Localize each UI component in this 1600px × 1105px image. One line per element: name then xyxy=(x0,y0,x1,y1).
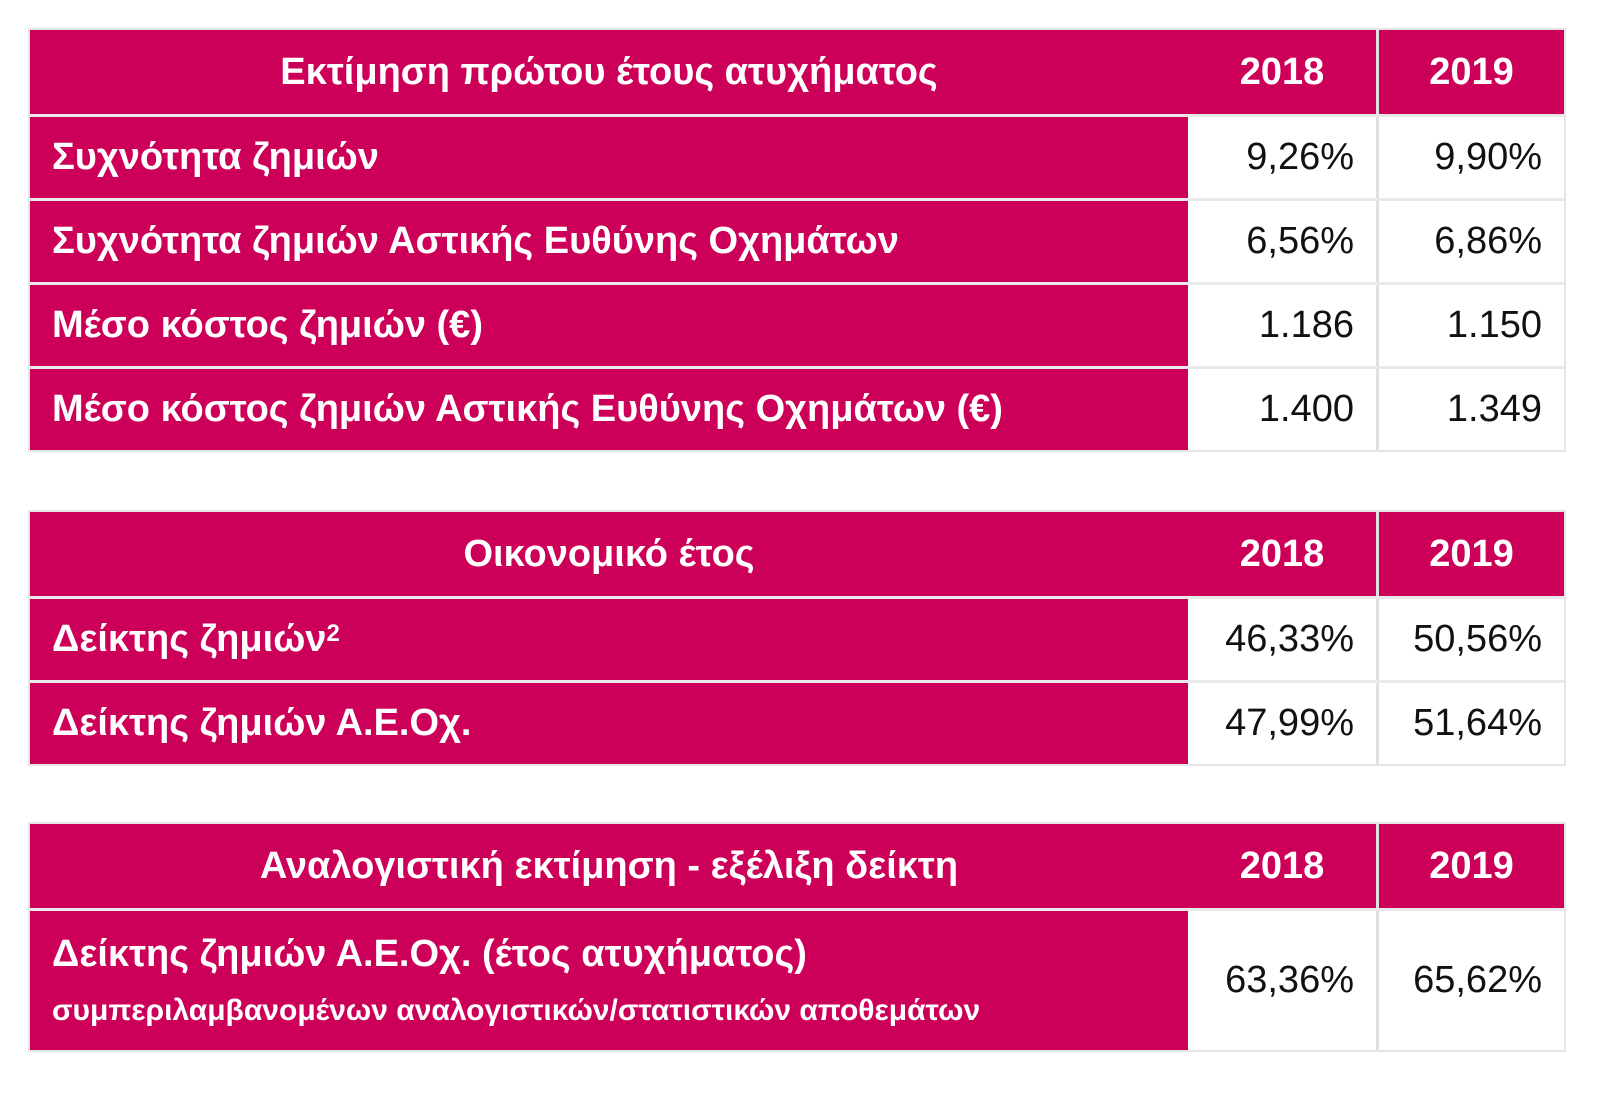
value-2019: 50,56% xyxy=(1376,599,1564,680)
table-row: Δείκτης ζημιών Α.Ε.Οχ. 47,99% 51,64% xyxy=(30,680,1564,764)
table-row: Δείκτης ζημιών 2 46,33% 50,56% xyxy=(30,596,1564,680)
value-2019: 6,86% xyxy=(1376,201,1564,282)
row-label: Δείκτης ζημιών Α.Ε.Οχ. (έτος ατυχήματος)… xyxy=(30,911,1188,1050)
table-row: Μέσο κόστος ζημιών Αστικής Ευθύνης Οχημά… xyxy=(30,366,1564,450)
row-label: Συχνότητα ζημιών Αστικής Ευθύνης Οχημάτω… xyxy=(52,220,899,262)
table-row: Μέσο κόστος ζημιών (€) 1.186 1.150 xyxy=(30,282,1564,366)
value-2019: 1.150 xyxy=(1376,285,1564,366)
column-header-2018: 2018 xyxy=(1188,30,1376,114)
row-label-sub: συμπεριλαμβανομένων αναλογιστικών/στατισ… xyxy=(52,994,981,1027)
table-actuarial-estimate: Αναλογιστική εκτίμηση - εξέλιξη δείκτη 2… xyxy=(28,822,1566,1052)
value-2019: 1.349 xyxy=(1376,369,1564,450)
row-label: Δείκτης ζημιών Α.Ε.Οχ. xyxy=(52,702,472,744)
row-label: Συχνότητα ζημιών xyxy=(52,136,379,178)
column-header-2019: 2019 xyxy=(1376,824,1564,908)
row-label: Μέσο κόστος ζημιών Αστικής Ευθύνης Οχημά… xyxy=(52,388,1003,430)
value-2018: 9,26% xyxy=(1188,117,1376,198)
value-2018: 6,56% xyxy=(1188,201,1376,282)
table-title: Εκτίμηση πρώτου έτους ατυχήματος xyxy=(280,50,938,93)
row-label-text: Δείκτης ζημιών xyxy=(52,618,327,660)
value-2018: 1.400 xyxy=(1188,369,1376,450)
row-label: Μέσο κόστος ζημιών (€) xyxy=(52,304,483,346)
footnote-marker: 2 xyxy=(326,619,340,647)
table-financial-year: Οικονομικό έτος 2018 2019 Δείκτης ζημιών… xyxy=(28,510,1566,766)
value-2019: 51,64% xyxy=(1376,683,1564,764)
table-row: Συχνότητα ζημιών Αστικής Ευθύνης Οχημάτω… xyxy=(30,198,1564,282)
value-2018: 46,33% xyxy=(1188,599,1376,680)
column-header-2018: 2018 xyxy=(1188,824,1376,908)
row-label: Δείκτης ζημιών 2 xyxy=(30,599,1188,680)
column-header-2019: 2019 xyxy=(1376,30,1564,114)
table-title: Αναλογιστική εκτίμηση - εξέλιξη δείκτη xyxy=(259,844,959,887)
value-2018: 63,36% xyxy=(1188,911,1376,1050)
table-first-accident-year: Εκτίμηση πρώτου έτους ατυχήματος 2018 20… xyxy=(28,28,1566,452)
table-title: Οικονομικό έτος xyxy=(463,532,755,575)
table-row: Συχνότητα ζημιών 9,26% 9,90% xyxy=(30,114,1564,198)
column-header-2019: 2019 xyxy=(1376,512,1564,596)
value-2019: 65,62% xyxy=(1376,911,1564,1050)
value-2018: 1.186 xyxy=(1188,285,1376,366)
value-2018: 47,99% xyxy=(1188,683,1376,764)
row-label-main: Δείκτης ζημιών Α.Ε.Οχ. (έτος ατυχήματος) xyxy=(52,933,807,975)
table-row: Δείκτης ζημιών Α.Ε.Οχ. (έτος ατυχήματος)… xyxy=(30,908,1564,1050)
table-header-row: Οικονομικό έτος 2018 2019 xyxy=(30,512,1564,596)
column-header-2018: 2018 xyxy=(1188,512,1376,596)
table-header-row: Εκτίμηση πρώτου έτους ατυχήματος 2018 20… xyxy=(30,30,1564,114)
value-2019: 9,90% xyxy=(1376,117,1564,198)
table-header-row: Αναλογιστική εκτίμηση - εξέλιξη δείκτη 2… xyxy=(30,824,1564,908)
